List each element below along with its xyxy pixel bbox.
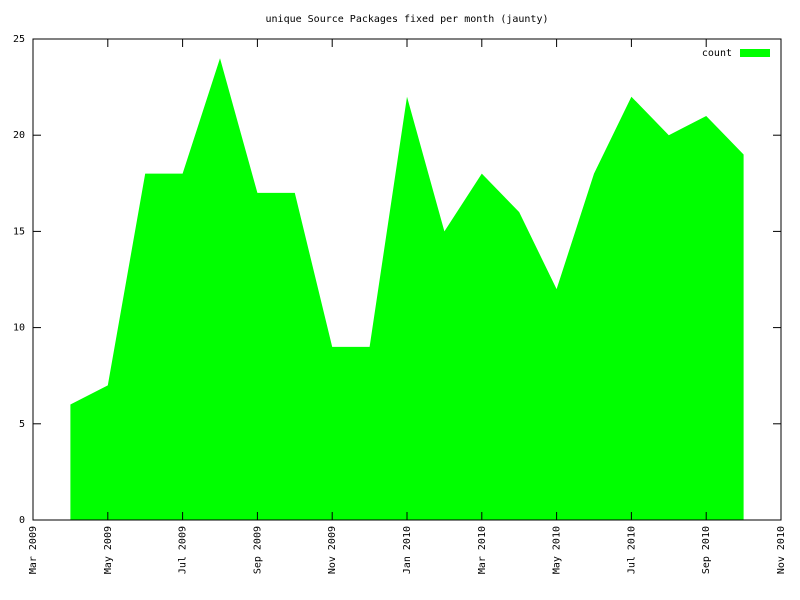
chart-title: unique Source Packages fixed per month (… (266, 14, 549, 25)
x-tick-label: Nov 2010 (776, 526, 787, 574)
x-tick-label: May 2010 (552, 526, 563, 574)
legend-swatch (740, 49, 770, 57)
legend-label: count (702, 48, 732, 59)
x-tick-label: Jan 2010 (402, 526, 413, 574)
y-tick-label: 10 (13, 323, 25, 334)
x-tick-label: Jul 2010 (626, 526, 637, 574)
x-tick-label: May 2009 (103, 526, 114, 574)
x-tick-label: Nov 2009 (327, 526, 338, 574)
y-tick-label: 20 (13, 130, 25, 141)
x-tick-label: Mar 2010 (477, 526, 488, 574)
x-tick-label: Jul 2009 (178, 526, 189, 574)
area (70, 58, 744, 521)
y-tick-label: 15 (13, 226, 25, 237)
y-tick-label: 0 (19, 515, 25, 526)
y-tick-label: 5 (19, 419, 25, 430)
y-tick-label: 25 (13, 34, 25, 45)
x-tick-label: Mar 2009 (28, 526, 39, 574)
x-tick-label: Sep 2010 (701, 526, 712, 574)
x-tick-label: Sep 2009 (252, 526, 263, 574)
